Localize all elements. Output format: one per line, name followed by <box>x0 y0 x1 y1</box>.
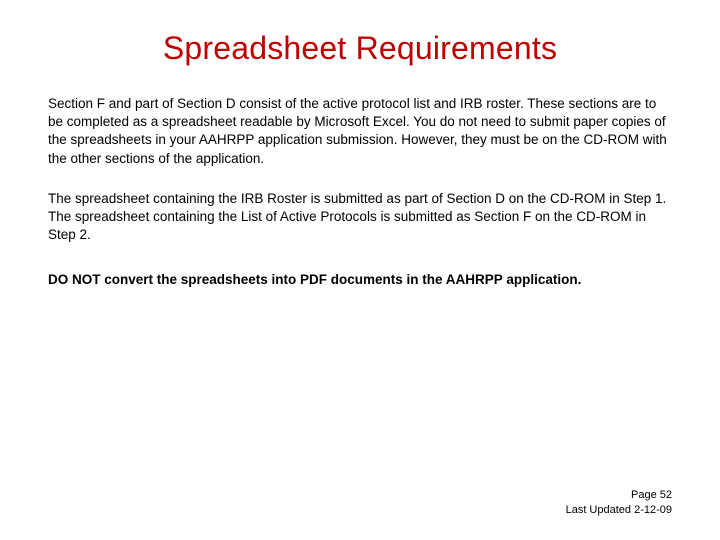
paragraph-1: Section F and part of Section D consist … <box>48 95 672 168</box>
footer-page-number: Page 52 <box>566 488 672 503</box>
footer-date: Last Updated 2-12-09 <box>566 503 672 518</box>
paragraph-2: The spreadsheet containing the IRB Roste… <box>48 190 672 245</box>
warning-text: DO NOT convert the spreadsheets into PDF… <box>48 271 672 289</box>
slide-title: Spreadsheet Requirements <box>48 30 672 67</box>
slide-container: Spreadsheet Requirements Section F and p… <box>0 0 720 540</box>
slide-footer: Page 52 Last Updated 2-12-09 <box>566 488 672 518</box>
